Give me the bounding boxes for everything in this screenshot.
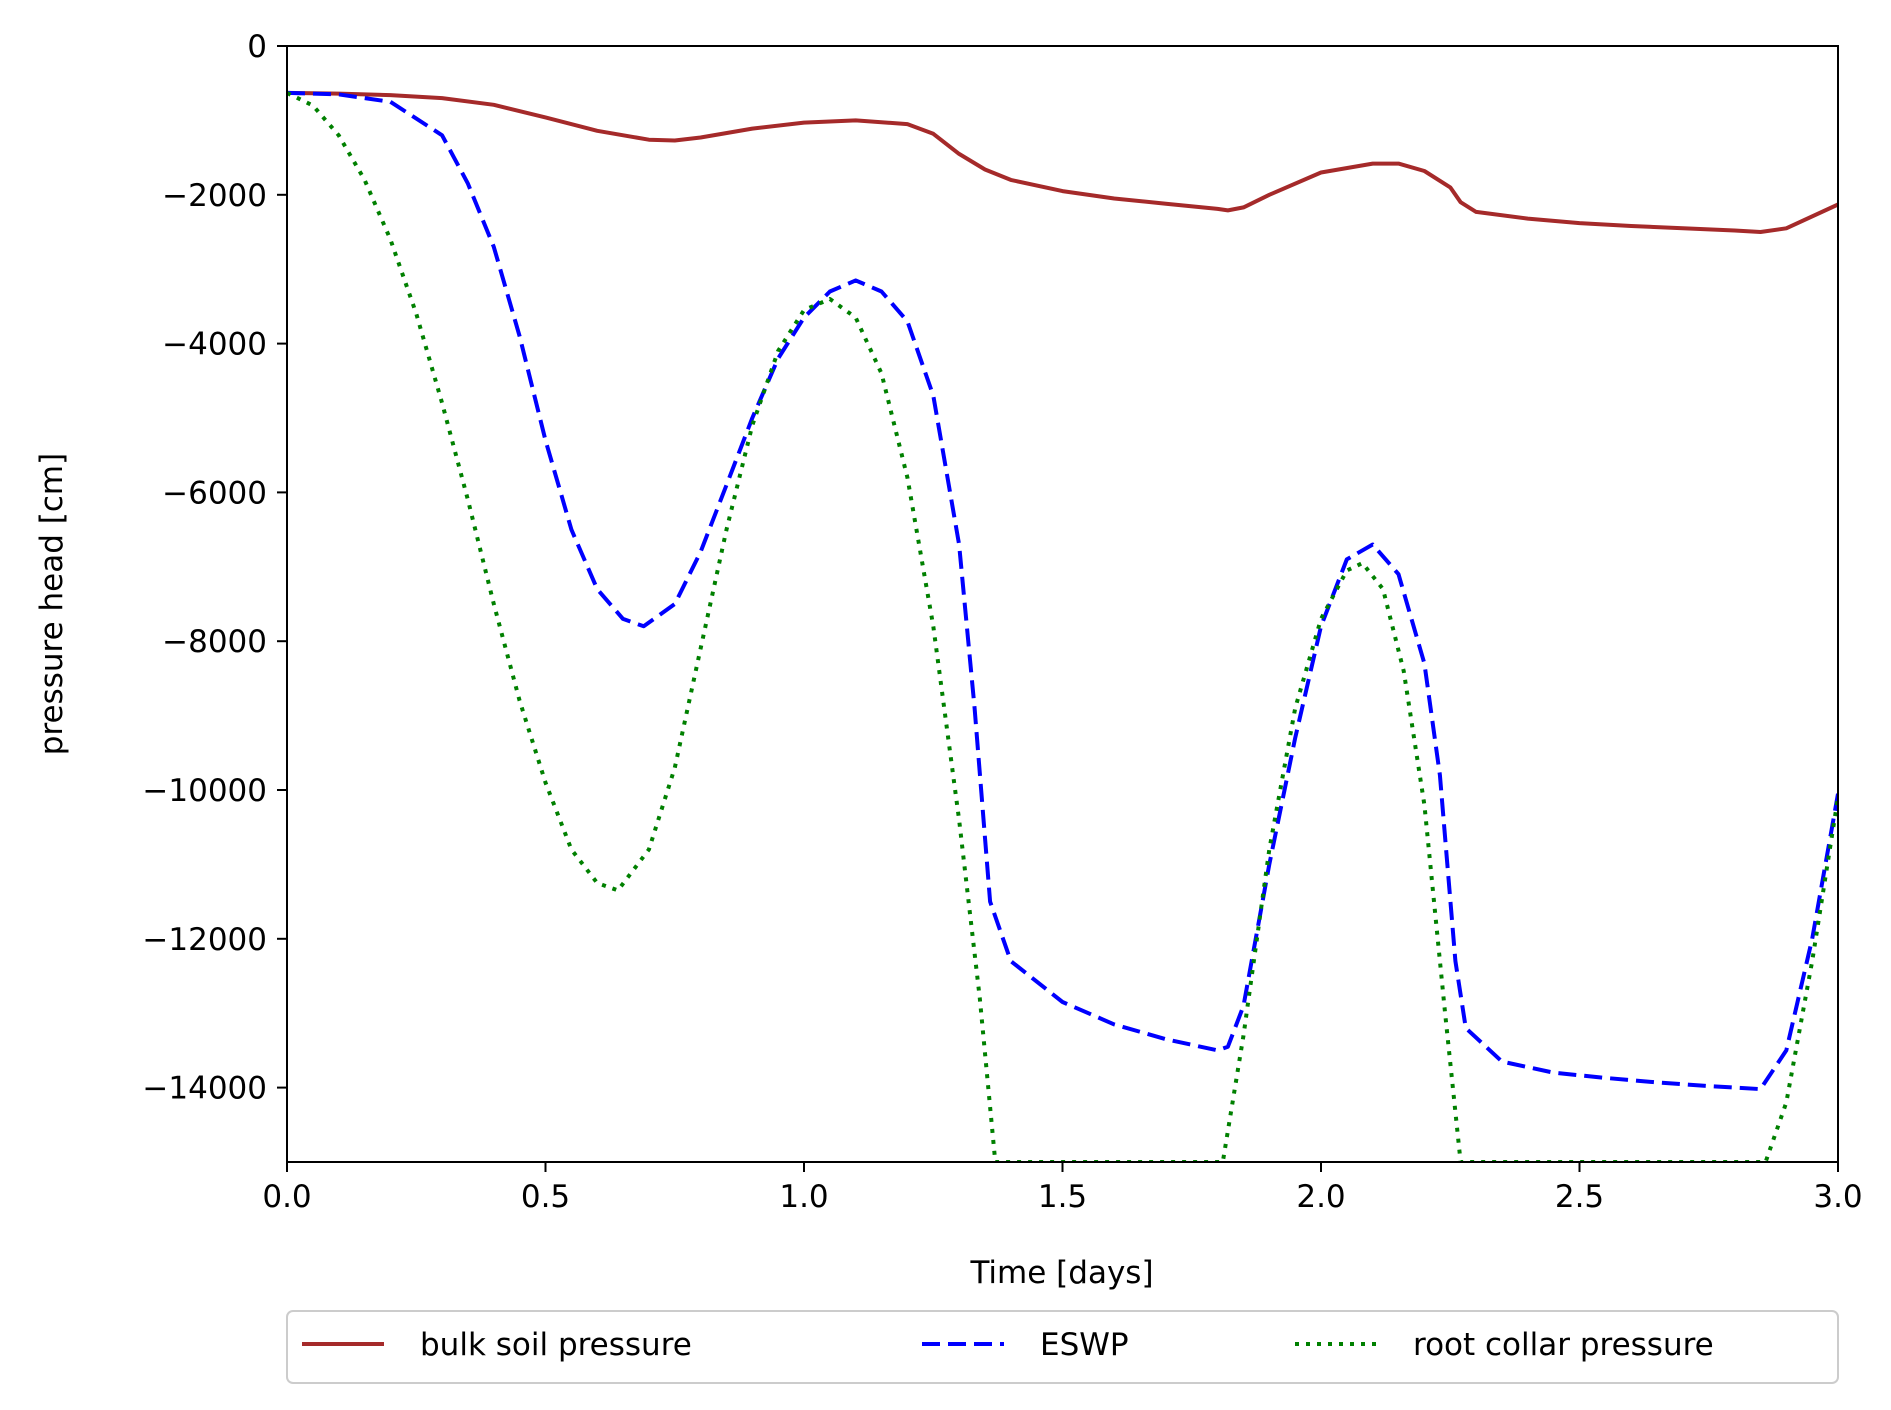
y-tick-label: −14000 [142, 1071, 267, 1107]
legend-label: root collar pressure [1413, 1327, 1714, 1363]
legend: bulk soil pressure ESWP root collar pressu… [286, 1310, 1839, 1384]
legend-label: ESWP [1040, 1327, 1129, 1363]
x-tick-label: 3.0 [1813, 1179, 1862, 1215]
y-tick-label: −10000 [142, 773, 267, 809]
x-tick-label: 1.5 [1038, 1179, 1087, 1215]
x-tick-label: 2.0 [1296, 1179, 1345, 1215]
series-line-2 [287, 90, 1838, 1092]
x-tick-label: 0.0 [262, 1179, 311, 1215]
y-tick-label: −2000 [162, 178, 267, 214]
y-tick-label: 0 [247, 29, 267, 65]
y-axis: 0 −2000 −4000 −6000 −8000 −10000 −12000 −14000 [142, 29, 287, 1107]
y-tick-label: −6000 [162, 475, 267, 511]
legend-label: bulk soil pressure [420, 1327, 692, 1363]
y-tick-label: −12000 [142, 922, 267, 958]
legend-frame [286, 1310, 1839, 1384]
y-tick-label: −4000 [162, 327, 267, 363]
series-line-3 [287, 91, 1838, 1162]
x-axis-label: Time [days] [969, 1255, 1153, 1291]
series-line-1 [287, 90, 1838, 234]
x-tick-label: 1.0 [779, 1179, 828, 1215]
y-tick-label: −8000 [162, 624, 267, 660]
x-axis: 0.0 0.5 1.0 1.5 2.0 2.5 3.0 [262, 1162, 1863, 1215]
y-axis-label: pressure head [cm] [34, 453, 70, 755]
x-tick-label: 2.5 [1555, 1179, 1604, 1215]
series-layer [287, 90, 1838, 1162]
x-tick-label: 0.5 [521, 1179, 570, 1215]
